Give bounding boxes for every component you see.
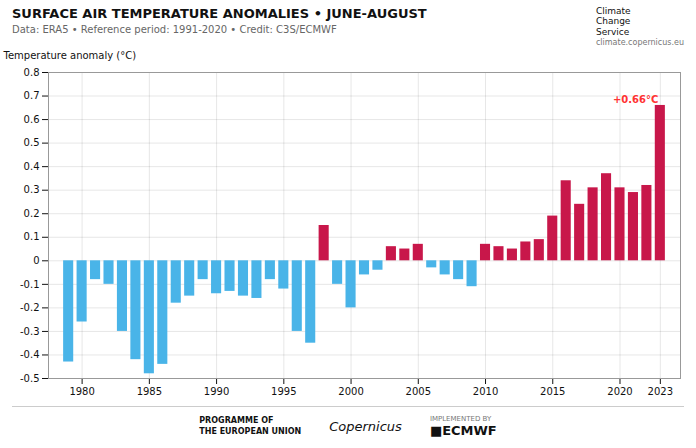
- svg-text:0: 0: [33, 255, 39, 266]
- svg-text:2015: 2015: [540, 386, 565, 397]
- svg-text:-0.3: -0.3: [20, 326, 40, 337]
- svg-text:2023: 2023: [648, 386, 673, 397]
- svg-text:0.4: 0.4: [24, 161, 40, 172]
- html-text:Climate Change Service: Climate Change Service: [596, 6, 631, 37]
- svg-text:0.6: 0.6: [24, 114, 40, 125]
- html-text:THE EUROPEAN UNION: THE EUROPEAN UNION: [199, 426, 302, 436]
- html-text:Data: ERA5 • Reference period:: Data: ERA5 • Reference period: 1991-2020…: [12, 24, 337, 35]
- svg-text:0.2: 0.2: [24, 208, 40, 219]
- svg-text:1985: 1985: [137, 386, 162, 397]
- html-text:IMPLEMENTED BY: IMPLEMENTED BY: [429, 414, 492, 423]
- svg-text:0.3: 0.3: [24, 184, 40, 195]
- svg-text:+0.66°C: +0.66°C: [613, 94, 658, 105]
- svg-text:-0.1: -0.1: [20, 279, 40, 290]
- svg-text:2020: 2020: [607, 386, 632, 397]
- svg-text:1980: 1980: [69, 386, 94, 397]
- svg-text:2000: 2000: [338, 386, 363, 397]
- html-text:■ECMWF: ■ECMWF: [429, 422, 497, 438]
- svg-text:0.5: 0.5: [24, 137, 40, 148]
- svg-text:0.1: 0.1: [24, 231, 40, 242]
- html-text:climate.copernicus.eu: climate.copernicus.eu: [596, 38, 684, 47]
- svg-text:2005: 2005: [406, 386, 431, 397]
- svg-text:1995: 1995: [271, 386, 296, 397]
- svg-text:-0.5: -0.5: [20, 373, 40, 384]
- svg-text:Temperature anomaly (°C): Temperature anomaly (°C): [3, 50, 137, 61]
- html-text:SURFACE AIR TEMPERATURE ANOMAL: SURFACE AIR TEMPERATURE ANOMALIES • JUNE…: [12, 6, 427, 21]
- svg-text:0.7: 0.7: [24, 90, 40, 101]
- svg-text:0.8: 0.8: [24, 67, 40, 78]
- svg-text:1990: 1990: [204, 386, 229, 397]
- svg-text:-0.4: -0.4: [20, 349, 40, 360]
- svg-text:-0.2: -0.2: [20, 302, 40, 313]
- html-text:PROGRAMME OF: PROGRAMME OF: [199, 416, 274, 426]
- html-text:Copernicus: Copernicus: [329, 419, 402, 434]
- svg-text:2010: 2010: [473, 386, 498, 397]
